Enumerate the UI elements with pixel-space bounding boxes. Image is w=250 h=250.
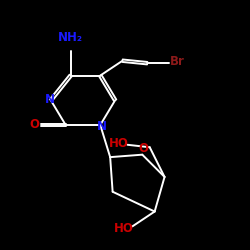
Text: O: O (138, 142, 148, 155)
Text: NH₂: NH₂ (58, 31, 83, 44)
Text: Br: Br (170, 56, 184, 68)
Text: HO: HO (114, 222, 134, 235)
Text: N: N (96, 120, 106, 133)
Text: HO: HO (109, 137, 129, 150)
Text: O: O (30, 118, 40, 132)
Text: N: N (44, 92, 54, 106)
